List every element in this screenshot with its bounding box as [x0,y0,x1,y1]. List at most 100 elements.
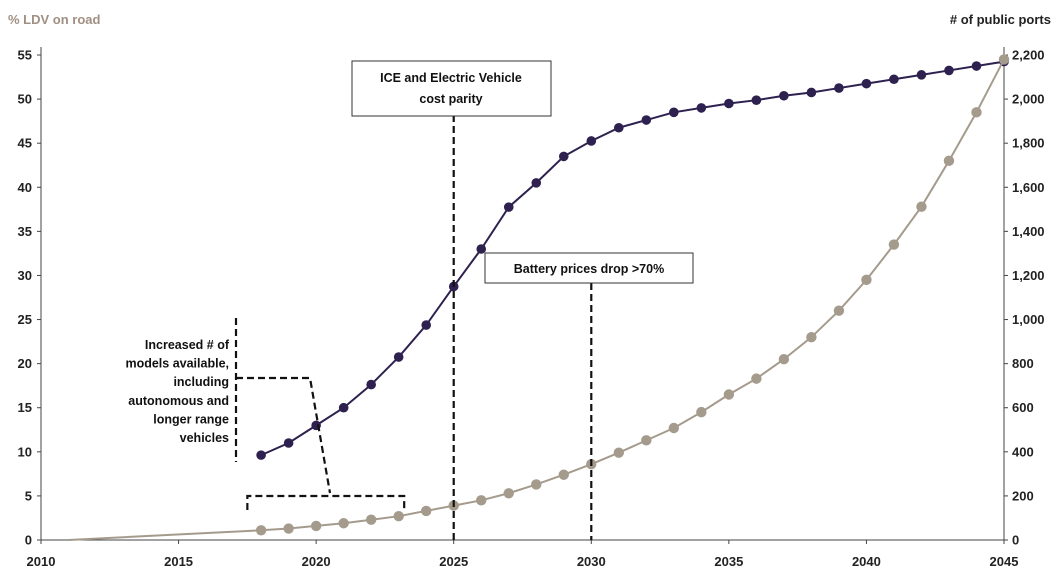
series-2-point [971,107,982,118]
series-1-point [944,65,954,76]
x-tick-label: 2040 [852,554,881,569]
cost-parity-label: cost parity [419,92,482,106]
series-1-point [366,379,376,390]
left-axis-title: % LDV on road [8,12,101,27]
models-label: models available, [125,357,229,371]
left-tick-label: 30 [18,268,32,283]
series-2-point [613,447,624,458]
series-1-point [476,244,487,254]
battery-box [484,252,694,284]
series-1-point [421,320,432,330]
series-1-point [531,178,542,188]
x-tick-label: 2030 [577,554,606,569]
left-tick-label: 5 [25,488,32,503]
series-2-point [283,523,294,534]
series-2-point [531,479,542,490]
series-2-line [68,58,1005,541]
series-2-point [421,505,432,517]
series-2-point [998,54,1010,65]
left-tick-label: 35 [18,224,32,239]
left-tick-label: 45 [18,136,32,151]
right-tick-label: 1,600 [1012,180,1045,195]
x-tick-label: 2020 [302,554,331,569]
right-tick-label: 200 [1012,488,1034,503]
series-2-point [668,422,680,434]
series-1-point [779,90,789,101]
series-1-point [586,136,597,146]
series-2-point [916,201,927,212]
battery-label: Battery prices drop >70% [514,262,664,276]
models-leader-line [236,376,332,494]
series-2-point [503,488,514,499]
right-tick-label: 400 [1012,444,1034,459]
left-tick-label: 55 [18,48,32,63]
series-1-point [503,202,514,212]
series-1-line [260,60,1005,457]
series-2-point [476,495,487,506]
models-label: longer range [153,412,229,426]
series-1-point [889,74,899,85]
series-2-point [255,525,267,536]
right-tick-label: 0 [1012,533,1019,548]
x-tick-label: 2010 [27,554,56,569]
right-tick-label: 2,200 [1012,48,1045,63]
series-1-point [696,103,707,113]
right-tick-label: 1,800 [1012,136,1045,151]
x-tick-label: 2035 [714,554,743,569]
series-1-point [751,95,762,105]
left-tick-label: 25 [18,312,32,327]
series-2-point [833,305,845,316]
series-2-point [888,239,900,250]
left-tick-label: 50 [18,92,32,107]
series-2-point [751,373,762,384]
series-2-point [806,331,817,343]
series-1-point [971,61,982,71]
series-1-point [338,402,349,413]
series-1-point [641,115,652,125]
series-1-point [834,83,844,93]
series-1-point [614,122,624,133]
series-2-point [338,518,349,529]
models-label: autonomous and [128,394,229,408]
right-tick-label: 1,200 [1012,268,1045,283]
models-label: Increased # of [145,338,230,352]
right-tick-label: 800 [1012,356,1034,371]
series-2-point [778,354,790,365]
series-2-point [861,274,872,286]
cost-parity-box [351,60,552,117]
left-tick-label: 20 [18,356,32,371]
series-1-point [861,78,872,89]
series-1-point [558,151,569,162]
series-2-point [393,510,404,522]
left-tick-label: 0 [25,533,32,548]
right-tick-label: 2,000 [1012,92,1045,107]
series-1-point [669,107,679,118]
x-tick-label: 2025 [439,554,468,569]
series-1-point [283,438,294,448]
left-tick-label: 15 [18,400,32,415]
series-2-point [641,435,652,446]
left-tick-label: 10 [18,444,32,459]
right-tick-label: 1,000 [1012,312,1045,327]
series-2-point [310,520,322,532]
models-label: vehicles [180,431,229,445]
x-tick-label: 2045 [990,554,1019,569]
series-1-point [724,98,734,109]
right-tick-label: 600 [1012,400,1034,415]
series-2-point [365,514,377,525]
cost-parity-label: ICE and Electric Vehicle [380,71,522,85]
series-2-point [696,406,707,418]
right-axis-title: # of public ports [950,12,1051,27]
models-bracket [246,494,406,510]
series-1-point [393,352,404,362]
right-tick-label: 1,400 [1012,224,1045,239]
left-tick-label: 40 [18,180,32,195]
series-1-point [806,87,817,98]
x-tick-label: 2015 [164,554,193,569]
series-1-point [256,450,266,460]
series-2-point [723,389,735,400]
series-2-point [558,469,569,480]
series-1-point [916,70,927,80]
series-2-point [943,155,955,167]
